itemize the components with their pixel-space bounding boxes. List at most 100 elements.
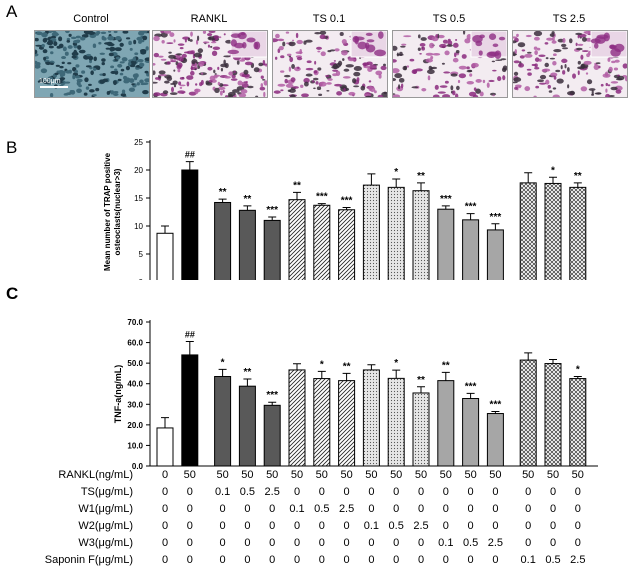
bar — [214, 201, 232, 280]
bar — [569, 186, 587, 280]
error-bar — [573, 376, 582, 379]
treatment-cell: 0.1 — [520, 554, 536, 566]
treatment-cell: 0 — [186, 537, 193, 549]
treatment-cell: 0 — [393, 554, 400, 566]
micrograph-image — [512, 30, 628, 98]
treatment-cell: 50 — [216, 469, 229, 481]
treatment-cell: 0.1 — [438, 537, 454, 549]
treatment-row-label: Saponin F(μg/mL) — [44, 554, 133, 566]
treatment-row-label: RANKL(ng/mL) — [58, 469, 133, 481]
treatment-cell: 0 — [186, 554, 193, 566]
treatment-cell: 0 — [549, 486, 557, 498]
error-bar — [342, 207, 351, 210]
treatment-cell: 0 — [417, 503, 425, 515]
error-bar — [392, 178, 401, 188]
bar — [462, 398, 480, 467]
treatment-cell: 0 — [467, 503, 474, 515]
treatment-cell: 0 — [269, 554, 276, 566]
treatment-cell: 50 — [414, 469, 428, 481]
treatment-cell: 0 — [574, 520, 581, 532]
treatment-cell: 0.1 — [289, 503, 305, 515]
error-bar — [218, 368, 227, 377]
bar — [181, 169, 199, 280]
bar — [437, 208, 455, 280]
y-tick-label: 15 — [134, 194, 143, 203]
treatment-cell: 0 — [343, 520, 350, 532]
treatment-cell: 50 — [571, 469, 584, 481]
significance-label: * — [576, 365, 580, 376]
treatment-cell: 0 — [293, 554, 301, 566]
significance-label: * — [221, 357, 225, 368]
bar — [156, 232, 174, 280]
treatment-cell: 0 — [549, 503, 557, 515]
y-tick-label: 70.0 — [127, 318, 143, 327]
treatment-cell: 0 — [244, 537, 251, 549]
treatment-cell: 50 — [390, 469, 403, 481]
y-axis-label: Mean number of TRAP positive — [103, 152, 112, 271]
error-bar — [268, 216, 277, 221]
bar — [238, 209, 256, 280]
significance-label: ** — [293, 180, 301, 191]
treatment-cell: 0 — [186, 520, 193, 532]
treatment-cell: 0 — [244, 520, 251, 532]
y-tick-label: 0.0 — [132, 462, 144, 471]
treatment-cell: 0.5 — [239, 486, 256, 498]
treatment-cell: 2.5 — [487, 537, 504, 549]
micrograph-image — [34, 30, 150, 98]
treatment-cell: 0 — [442, 486, 449, 498]
y-tick-label: 20.0 — [127, 421, 143, 430]
bar — [313, 378, 331, 467]
treatment-cell: 2.5 — [264, 486, 280, 498]
error-bar — [392, 369, 401, 379]
bar — [486, 229, 504, 280]
y-axis-label: TNF-a(ng/mL) — [113, 365, 123, 424]
significance-label: ** — [244, 367, 252, 378]
micrograph-image — [272, 30, 388, 98]
micrograph-label: Control — [73, 13, 109, 25]
treatment-cell: 0 — [549, 520, 557, 532]
significance-label: *** — [341, 196, 353, 207]
panel-letter-a: A — [6, 2, 18, 21]
treatment-cell: 0 — [525, 486, 532, 498]
y-tick-label: 50.0 — [127, 359, 143, 368]
treatment-cell: 0.1 — [214, 486, 231, 498]
bar — [387, 186, 405, 280]
treatment-cell: 0 — [442, 520, 449, 532]
treatment-cell: 0 — [269, 537, 276, 549]
error-bar — [466, 213, 475, 220]
bar — [181, 354, 199, 467]
significance-label: *** — [266, 390, 278, 401]
treatment-cell: 0 — [219, 503, 226, 515]
treatment-cell: 0 — [219, 520, 226, 532]
micrograph-label: TS 2.5 — [552, 13, 586, 25]
y-tick-label: 40.0 — [127, 380, 143, 389]
y-tick-label: 0 — [139, 278, 144, 280]
error-bar — [441, 205, 450, 210]
treatment-cell: 50 — [464, 469, 477, 481]
treatment-cell: 0 — [269, 503, 276, 515]
error-bar — [466, 392, 475, 399]
bar — [288, 199, 306, 280]
bar — [412, 190, 430, 280]
treatment-cell: 0 — [574, 503, 581, 515]
error-bar — [491, 223, 500, 230]
significance-label: ## — [185, 150, 195, 160]
treatment-cell: 0 — [318, 554, 325, 566]
significance-label: * — [394, 167, 398, 178]
bar — [238, 385, 256, 467]
error-bar — [573, 182, 582, 188]
treatment-cell: 0 — [417, 486, 425, 498]
treatment-cell: 50 — [183, 469, 196, 481]
bar — [544, 182, 562, 280]
bar — [263, 219, 281, 280]
bar — [362, 184, 380, 280]
significance-label: *** — [266, 205, 278, 216]
treatment-cell: 0 — [161, 503, 169, 515]
error-bar — [417, 386, 425, 393]
error-bar — [293, 191, 301, 200]
significance-label: ** — [244, 194, 252, 205]
bar — [437, 380, 455, 467]
micrograph-label: TS 0.5 — [432, 13, 466, 25]
bar — [412, 392, 430, 467]
significance-label: *** — [465, 202, 477, 213]
